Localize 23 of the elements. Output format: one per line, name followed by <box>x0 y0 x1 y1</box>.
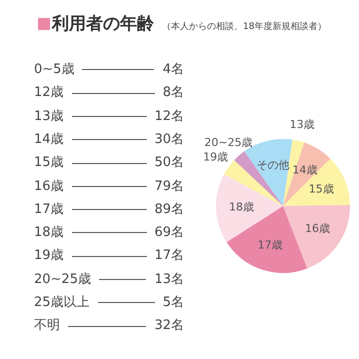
slice-label: 19歳 <box>203 150 228 164</box>
slice-label: 14歳 <box>292 164 318 177</box>
text: 20~25歳 13名 <box>34 272 184 287</box>
text: （本人からの相談、18年度新規相談者） <box>162 20 326 33</box>
text: 13歳 12名 <box>34 108 184 124</box>
slice-label: 13歳 <box>290 118 315 132</box>
text: 不明 32名 <box>34 318 184 334</box>
text: 15歳 50名 <box>34 155 184 170</box>
text: 19歳 17名 <box>34 248 184 264</box>
slice-label: 15歳 <box>308 182 334 196</box>
text: 25歳以上 5名 <box>34 295 184 310</box>
text: 0~5歳 4名 <box>34 62 184 77</box>
text: 18歳 69名 <box>34 225 184 240</box>
slice-label: 18歳 <box>228 200 254 214</box>
slice-label: 16歳 <box>304 222 330 236</box>
text: 17歳 89名 <box>34 202 184 217</box>
slice-label: 20~25歳 <box>204 136 253 150</box>
slice-label: 17歳 <box>258 238 283 252</box>
text: 利用者の年齢 <box>52 13 154 35</box>
text: 16歳 79名 <box>34 178 184 194</box>
text: 12歳 8名 <box>34 85 184 100</box>
slice-label: その他 <box>256 158 290 172</box>
text: 14歳 30名 <box>34 132 184 147</box>
